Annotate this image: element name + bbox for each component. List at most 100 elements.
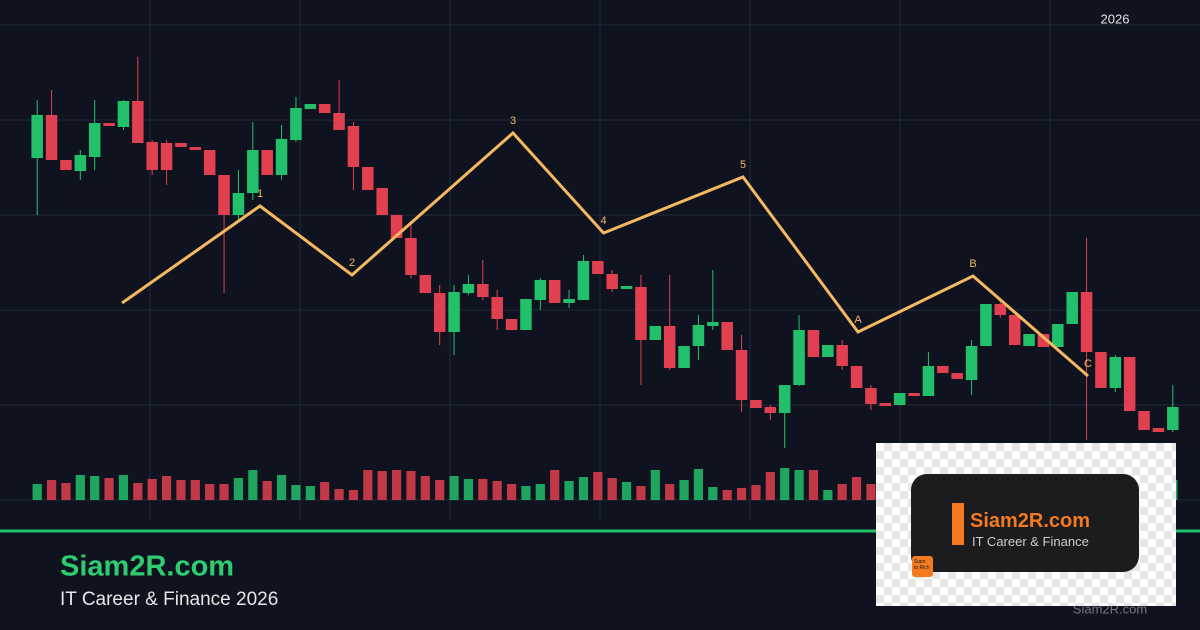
volume-bar — [334, 489, 344, 500]
footer-brand: Siam2R.com — [60, 551, 234, 583]
volume-bar — [665, 484, 675, 500]
volume-bar — [118, 475, 129, 500]
candle-body — [879, 403, 892, 406]
candle-body — [951, 373, 963, 379]
volume-bar — [161, 476, 172, 500]
volume-bar — [808, 470, 819, 500]
volume-bar — [276, 475, 287, 500]
badge: Siam2R.com IT Career & Finance Siam to Ri… — [876, 443, 1176, 606]
candle-body — [836, 345, 848, 366]
candle-body — [980, 304, 992, 346]
volume-bar — [363, 470, 373, 500]
wave-line — [121, 130, 1089, 378]
candle-body — [1008, 315, 1021, 345]
volume-bar — [420, 476, 430, 500]
candle-body — [491, 297, 503, 319]
candle-body — [505, 319, 518, 330]
candle-body — [31, 115, 43, 158]
badge-card: Siam2R.com IT Career & Finance — [911, 474, 1139, 572]
candle-body — [45, 115, 58, 160]
candle-body — [807, 330, 820, 357]
volume-bar — [90, 476, 100, 500]
volume-bar — [736, 488, 747, 500]
volume-bar — [564, 481, 574, 500]
candle-body — [88, 123, 101, 157]
candle-body — [261, 150, 273, 175]
volume-bar — [391, 470, 402, 500]
candle-body — [793, 330, 805, 385]
volume-bar — [205, 484, 215, 500]
volume-bar — [46, 480, 57, 500]
volume-bar — [377, 471, 387, 500]
volume-bar — [506, 484, 517, 500]
volume-bar — [751, 485, 761, 500]
wave-label: A — [854, 314, 862, 326]
volume-bar — [550, 470, 560, 500]
candle-body — [922, 366, 935, 396]
volume-bar — [521, 486, 531, 500]
volume-bar — [693, 469, 704, 500]
candle-body — [735, 350, 748, 400]
year: 2026 — [1101, 11, 1130, 26]
volume-bar — [348, 490, 359, 500]
candle-body — [937, 366, 949, 373]
wave-label: 4 — [601, 215, 607, 227]
footer-tagline: IT Career & Finance 2026 — [60, 589, 278, 610]
candle-body — [908, 393, 920, 396]
volume-bar — [794, 470, 804, 500]
volume-bar — [262, 481, 272, 500]
wave-label: 3 — [510, 115, 516, 127]
volume-bar — [435, 480, 445, 500]
candle-body — [577, 261, 590, 300]
candle-body — [376, 188, 388, 215]
candle-body — [1123, 357, 1136, 411]
candle-body — [390, 215, 403, 238]
candle-body — [1095, 352, 1107, 388]
volume-bar — [837, 484, 847, 500]
volume-bar — [449, 476, 459, 500]
volume-bar — [219, 484, 229, 500]
candle-body — [477, 284, 489, 297]
volume-bar — [190, 480, 200, 500]
candle-body — [433, 293, 446, 332]
candle-body — [160, 143, 173, 170]
candle-body — [606, 274, 618, 289]
wave-label: B — [969, 258, 976, 270]
candle-body — [74, 155, 87, 171]
candle-body — [304, 104, 317, 109]
volume-bar — [578, 477, 589, 500]
volume-bar — [32, 484, 42, 500]
volume-bar — [305, 486, 315, 500]
volume-bar — [248, 470, 258, 500]
candle-body — [534, 280, 547, 300]
volume-bar — [463, 479, 474, 500]
candle-body — [175, 143, 187, 147]
candle-body — [750, 400, 762, 408]
volume-bar — [851, 477, 862, 500]
candle-body — [1080, 292, 1093, 352]
candle-body — [563, 299, 575, 303]
badge-tagline: IT Career & Finance — [972, 534, 1089, 549]
wave-label: 2 — [349, 257, 355, 269]
badge-icon: Siam to Rich — [912, 556, 933, 577]
candle-body — [1109, 357, 1122, 388]
candle-body — [548, 280, 561, 303]
volume-bar — [478, 479, 488, 500]
icon-text: Siam — [914, 559, 926, 565]
candle-body — [405, 238, 417, 275]
wave-label: 5 — [740, 159, 746, 171]
candle-body — [103, 123, 115, 126]
candle-body — [778, 385, 791, 413]
volume-bar — [765, 472, 775, 500]
candle-body — [347, 126, 360, 167]
volume-bar — [636, 486, 646, 500]
badge-brand: Siam2R.com — [970, 510, 1091, 532]
candle-body — [132, 101, 144, 143]
candle-body — [60, 160, 72, 170]
wave-label: C — [1084, 358, 1092, 370]
candle-body — [893, 393, 906, 405]
candle-body — [635, 287, 647, 340]
volume-bar — [320, 482, 330, 500]
volume-bar — [406, 471, 416, 500]
volume-bar — [650, 470, 660, 500]
